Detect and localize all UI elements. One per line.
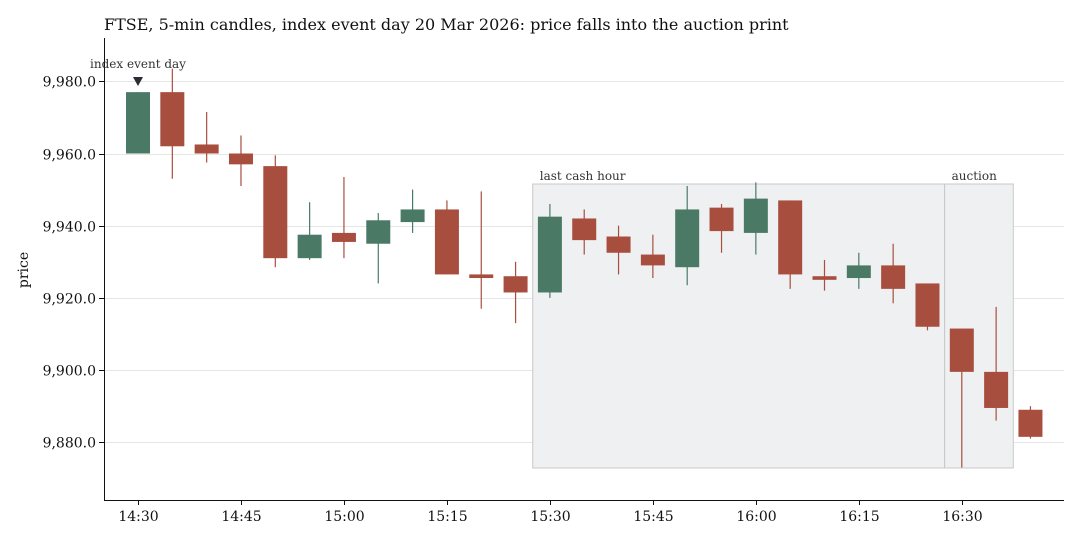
candle — [366, 213, 391, 284]
candle — [984, 306, 1009, 421]
candle — [263, 155, 288, 268]
x-tick-label: 16:00 — [736, 509, 776, 525]
candle-body — [881, 265, 906, 289]
candle-body — [434, 209, 459, 275]
candle — [469, 191, 494, 309]
candle-body — [366, 220, 391, 244]
x-tick-label: 14:30 — [118, 509, 158, 525]
candle-body — [709, 207, 734, 232]
candles — [126, 68, 1043, 468]
candle-body — [331, 232, 356, 242]
y-tick-label: 9,940.0 — [43, 220, 96, 236]
annotation-label: index event day — [90, 57, 186, 71]
x-ticks: 14:30 14:45 15:00 15:15 15:30 15:45 16:00 16:15… — [118, 500, 983, 525]
x-tick-label: 16:30 — [942, 509, 982, 525]
candle-body — [503, 276, 528, 293]
candle-body — [743, 198, 768, 233]
candle — [537, 204, 562, 298]
candle — [675, 185, 700, 286]
candle-body — [984, 371, 1009, 408]
x-tick-label: 15:00 — [324, 509, 364, 525]
candle-body — [606, 236, 631, 253]
candle — [1018, 406, 1043, 439]
candle — [881, 243, 906, 304]
candle — [126, 92, 150, 154]
candle-body — [469, 274, 494, 279]
region-label: last cash hour — [540, 169, 626, 183]
candle — [331, 176, 356, 259]
candle — [778, 200, 803, 289]
candle-body — [537, 216, 562, 293]
candle-body — [400, 209, 425, 223]
candle-body — [572, 218, 597, 241]
candle — [194, 111, 219, 163]
axes — [104, 38, 1064, 501]
shaded-region — [944, 183, 1014, 469]
candle-body — [1018, 409, 1043, 437]
event-marker-icon — [133, 77, 143, 86]
candle — [949, 328, 974, 468]
candle-body — [640, 254, 665, 266]
x-tick-label: 14:45 — [221, 509, 261, 525]
candle — [812, 259, 837, 291]
candle-body — [194, 144, 219, 154]
y-ticks: 9,880.0 9,900.0 9,920.0 9,940.0 9,960.0 9,980… — [43, 75, 104, 452]
candle — [915, 283, 940, 331]
candle-body — [675, 209, 700, 268]
annotations: last cash hour auction index event day — [90, 57, 997, 183]
x-tick-label: 16:15 — [839, 509, 879, 525]
y-tick-label: 9,880.0 — [43, 436, 96, 452]
x-tick-label: 15:30 — [530, 509, 570, 525]
chart-title: FTSE, 5-min candles, index event day 20 … — [104, 15, 789, 34]
candle — [743, 182, 768, 255]
x-tick-label: 15:45 — [633, 509, 673, 525]
candle — [434, 200, 459, 275]
y-tick-label: 9,980.0 — [43, 75, 96, 91]
shaded-region — [532, 183, 946, 469]
y-tick-label: 9,920.0 — [43, 292, 96, 308]
candle-body — [915, 283, 940, 327]
candle — [606, 225, 631, 275]
candle — [503, 261, 528, 324]
candle — [400, 189, 425, 233]
candle — [640, 234, 665, 279]
candle — [228, 135, 253, 186]
region-label: auction — [952, 169, 997, 183]
candle — [297, 202, 322, 260]
y-axis-label: price — [16, 252, 32, 288]
candle-body — [846, 265, 871, 279]
candle-body — [228, 153, 253, 165]
candle — [709, 204, 734, 253]
candle-body — [778, 200, 803, 275]
shaded-regions — [532, 183, 1014, 469]
candle-body — [949, 328, 974, 372]
candle — [846, 252, 871, 289]
candle-body — [160, 92, 185, 147]
x-tick-label: 15:15 — [427, 509, 467, 525]
y-tick-label: 9,900.0 — [43, 364, 96, 380]
candle — [572, 209, 597, 255]
y-tick-label: 9,960.0 — [43, 148, 96, 164]
candle-body — [812, 276, 837, 280]
candle-body — [126, 92, 150, 154]
candle-body — [297, 234, 322, 259]
candle — [160, 68, 185, 179]
candle-body — [263, 166, 288, 259]
